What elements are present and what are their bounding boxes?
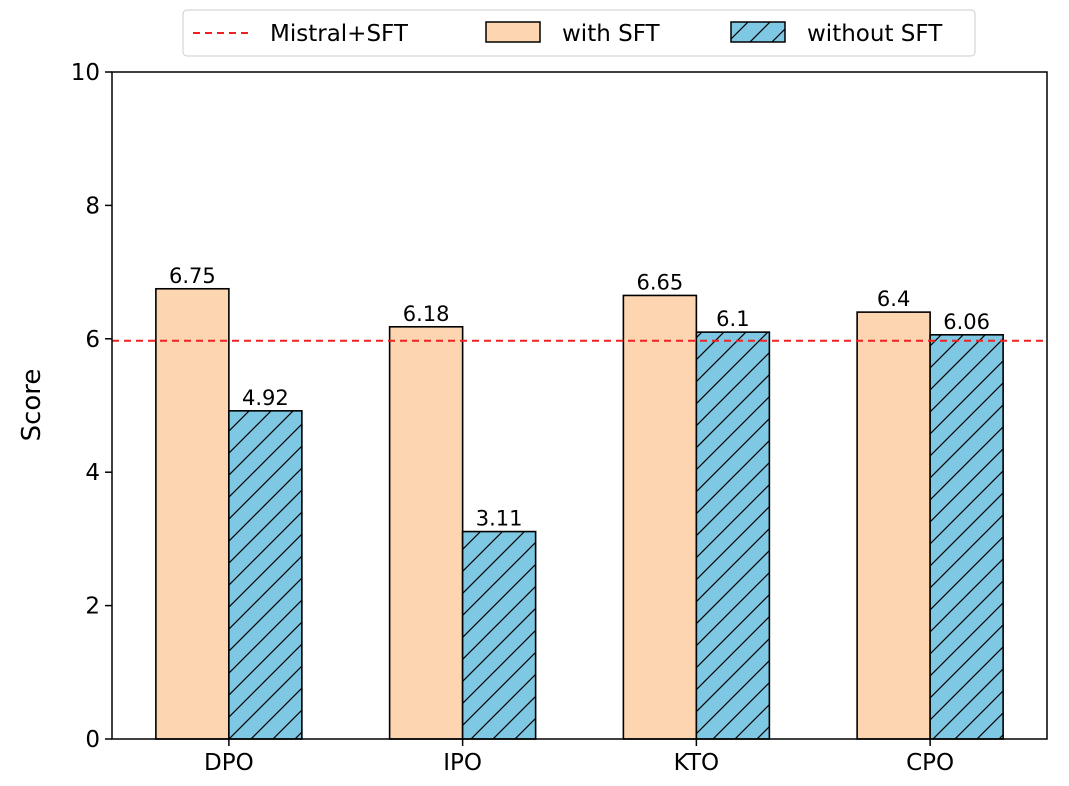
bar-ipo-series-0: [388, 325, 464, 740]
plot-frame: [111, 71, 1048, 740]
y-tick-label-6: 6: [85, 327, 100, 353]
legend-swatch-series-1: [730, 21, 786, 43]
bar-cpo-series-0: [856, 311, 931, 740]
data-label-cpo-series-1: 6.06: [943, 310, 990, 334]
data-label-dpo-series-0: 6.75: [169, 264, 216, 288]
x-tick-label-ipo: IPO: [443, 750, 482, 776]
y-tick-label-4: 4: [85, 460, 100, 486]
bar-dpo-series-1: [228, 410, 303, 740]
legend-swatch-series-0: [485, 21, 541, 43]
data-label-dpo-series-1: 4.92: [242, 386, 289, 410]
x-tick-label-dpo: DPO: [204, 750, 254, 776]
x-tick-label-kto: KTO: [674, 750, 719, 776]
legend-label-reference-line: Mistral+SFT: [270, 21, 409, 47]
data-label-cpo-series-0: 6.4: [877, 287, 910, 311]
x-tick-label-cpo: CPO: [906, 750, 954, 776]
y-tick-label-0: 0: [85, 727, 100, 753]
legend-label-series-0: with SFT: [562, 21, 661, 47]
y-tick-label-10: 10: [71, 60, 100, 86]
bar-kto-series-1: [695, 331, 771, 740]
x-axis: DPO IPO KTO CPO: [204, 739, 954, 776]
bar-cpo-series-1: [929, 333, 1004, 740]
legend: Mistral+SFT with SFT without SFT: [182, 9, 976, 57]
bars-layer: [155, 287, 1004, 740]
data-label-kto-series-0: 6.65: [636, 270, 683, 294]
y-tick-label-8: 8: [85, 193, 100, 219]
legend-label-series-1: without SFT: [807, 21, 943, 47]
data-label-ipo-series-1: 3.11: [476, 507, 523, 531]
y-axis: 0 2 4 6 8 10: [71, 60, 112, 753]
y-tick-label-2: 2: [85, 594, 100, 620]
bar-ipo-series-1: [461, 530, 537, 740]
bar-kto-series-0: [622, 294, 698, 740]
y-axis-label: Score: [17, 369, 47, 442]
data-label-ipo-series-0: 6.18: [403, 302, 450, 326]
data-label-kto-series-1: 6.1: [716, 307, 749, 331]
data-labels-layer: 6.75 4.92 6.18 3.11 6.65 6.1 6.4 6.06: [169, 264, 990, 531]
bar-dpo-series-0: [155, 287, 230, 740]
